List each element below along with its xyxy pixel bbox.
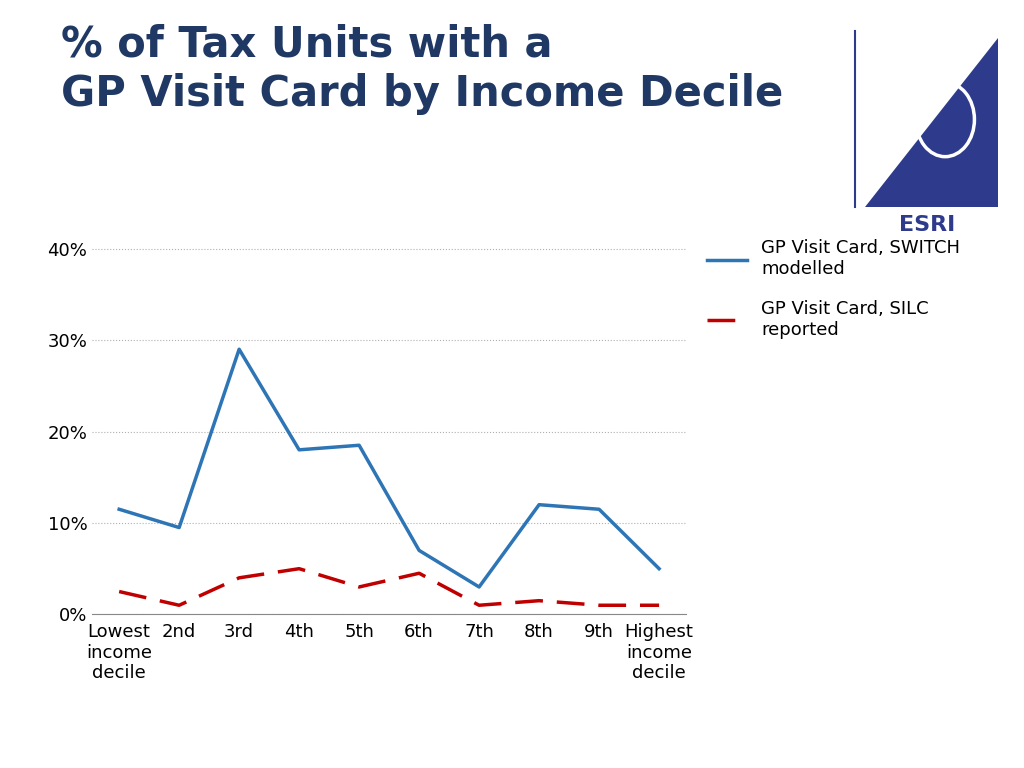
Text: % of Tax Units with a
GP Visit Card by Income Decile: % of Tax Units with a GP Visit Card by I… [61,23,783,115]
Text: ESRI: ESRI [899,215,954,235]
Legend: GP Visit Card, SWITCH
modelled, GP Visit Card, SILC
reported: GP Visit Card, SWITCH modelled, GP Visit… [707,240,961,339]
Polygon shape [865,38,998,207]
